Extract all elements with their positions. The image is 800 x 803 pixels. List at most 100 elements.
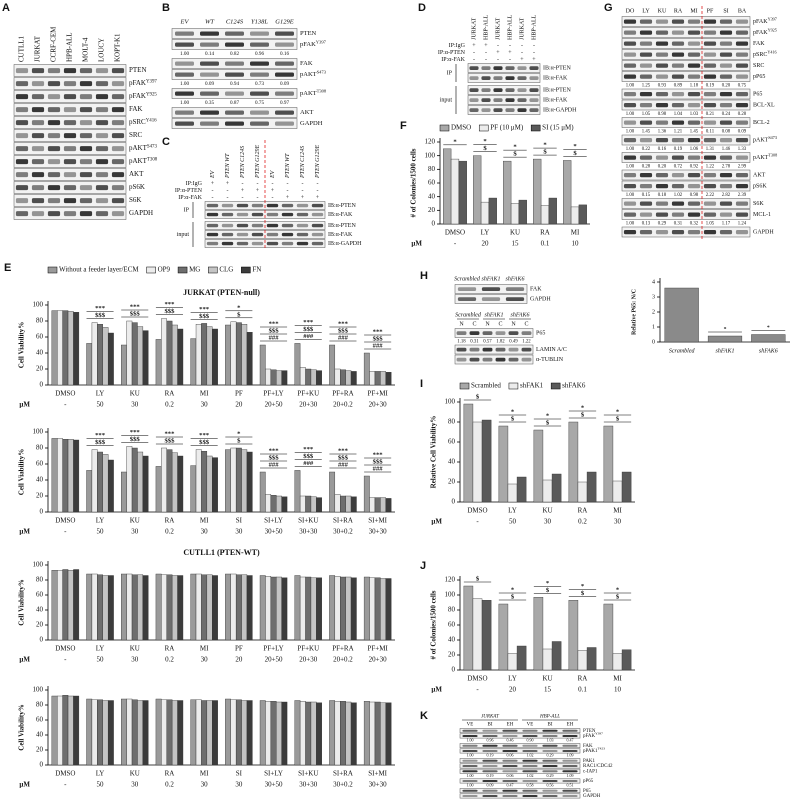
band: [671, 138, 685, 143]
row-label: IB:α-FAK: [328, 212, 353, 218]
band: [482, 759, 498, 762]
bar: [345, 370, 352, 386]
band: [639, 19, 653, 24]
sig-label: *: [453, 138, 457, 145]
band: [469, 347, 480, 352]
bar: [86, 343, 93, 386]
legend-swatch: [459, 382, 470, 390]
row-label-sup: Y397: [595, 732, 603, 736]
band: [623, 120, 637, 125]
bar: [472, 421, 483, 503]
band: [521, 357, 532, 362]
band: [655, 230, 669, 235]
row-label: FAK: [753, 41, 765, 47]
band: [31, 211, 45, 217]
condition-mark: -: [242, 195, 244, 201]
band: [505, 287, 525, 291]
bar: [206, 574, 213, 641]
band: [735, 173, 749, 178]
legend-label: shFAK6: [562, 382, 586, 390]
bar: [166, 449, 173, 513]
row-label: IB:α-FAK: [328, 232, 353, 238]
band: [281, 203, 294, 208]
quant-label: 1.02: [674, 193, 683, 198]
quant-label: 0.29: [547, 773, 554, 778]
bar: [246, 451, 253, 513]
bar: [177, 455, 184, 513]
bar: [137, 451, 144, 513]
bar: [195, 573, 202, 641]
band: [671, 19, 685, 24]
band: [623, 63, 637, 68]
bar: [126, 698, 133, 766]
bar: [265, 576, 272, 641]
y-tick-label: 100: [445, 591, 456, 599]
blot-strip: [13, 103, 127, 116]
condition-mark: +: [484, 43, 488, 49]
x-tick-label: SI+RA: [333, 770, 353, 778]
quant-label: 0.47: [507, 783, 514, 788]
x-tick-label: KU: [542, 675, 552, 683]
band: [47, 81, 61, 87]
legend-swatch: [530, 124, 541, 132]
bar: [121, 698, 127, 766]
lane-label: PTEN WT: [225, 153, 231, 179]
bar: [540, 205, 550, 225]
sig-label: *: [546, 580, 550, 587]
band: [517, 98, 527, 102]
x-tick-label: KU: [542, 507, 552, 515]
band: [562, 770, 578, 773]
quant-label: 0.20: [658, 164, 667, 169]
bar: [57, 695, 63, 766]
quant-label: 1.03: [690, 112, 699, 117]
quant-label: 0.98: [690, 193, 699, 198]
band: [206, 212, 219, 217]
band: [250, 72, 269, 77]
x-tick-label: MI: [200, 390, 209, 398]
sig-label: $$$: [130, 436, 141, 443]
dose-label: 30: [131, 656, 139, 664]
band: [687, 103, 701, 108]
band: [671, 63, 685, 68]
quant-label: 0.28: [738, 112, 747, 117]
x-tick-label: shFAK1: [716, 348, 735, 354]
band: [505, 66, 515, 70]
band: [623, 92, 637, 97]
lane-label: RA: [674, 8, 683, 14]
quant-label: 0.29: [658, 221, 667, 226]
quant-label: 0.09: [738, 129, 747, 134]
sig-label: $$$: [164, 438, 175, 445]
dose-unit: μM: [19, 401, 30, 409]
row-label: FAK: [583, 744, 593, 749]
band: [225, 42, 244, 47]
band: [251, 203, 264, 208]
bar: [350, 496, 357, 513]
band: [200, 42, 219, 47]
band: [462, 794, 478, 798]
bar: [385, 578, 392, 641]
bar: [51, 310, 58, 386]
band: [481, 108, 491, 112]
quant-label: 1.00: [467, 753, 474, 758]
legend-swatch: [47, 266, 58, 274]
bar: [142, 700, 149, 766]
lane-label: EH: [507, 723, 514, 728]
bar: [310, 496, 317, 513]
bar: [374, 577, 381, 641]
bar: [551, 473, 562, 503]
band: [275, 110, 294, 115]
band: [505, 88, 515, 92]
quant-label: 1.45: [690, 129, 699, 134]
row-label: pFAK: [583, 734, 596, 739]
quant-label: 1.00: [180, 51, 189, 57]
band: [47, 198, 61, 204]
bar: [563, 160, 572, 225]
bar: [177, 700, 184, 766]
quant-label: 0.51: [567, 783, 574, 788]
lane-label: HPB-ALL: [66, 32, 74, 62]
x-tick-label: LY: [96, 390, 105, 398]
x-tick-label: MI: [200, 770, 209, 778]
sig-label: $$$: [269, 328, 280, 335]
dose-label: 30+30: [299, 528, 317, 536]
